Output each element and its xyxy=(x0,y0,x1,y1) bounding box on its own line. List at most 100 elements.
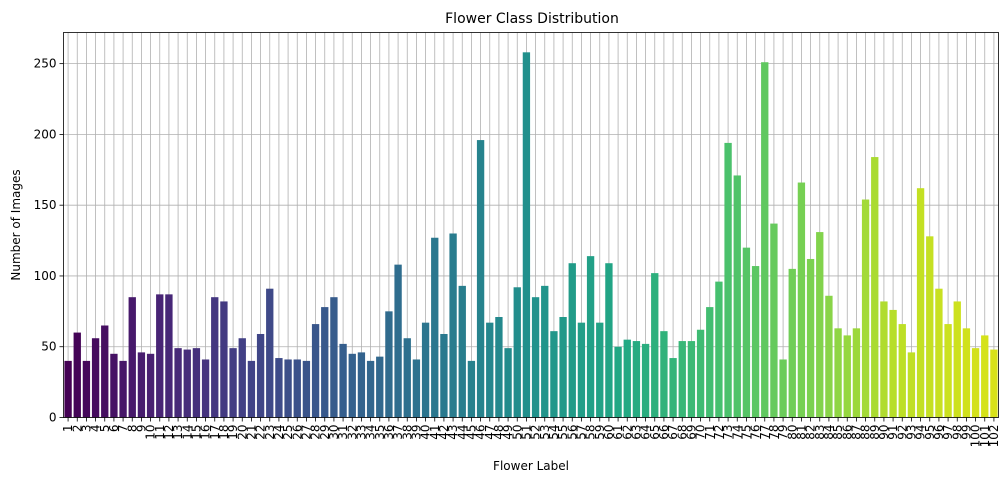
x-tick-label: 27 xyxy=(299,425,313,440)
x-tick-label: 50 xyxy=(510,425,524,440)
y-tick-label: 200 xyxy=(34,127,57,141)
bar-58 xyxy=(586,256,595,418)
bar-50 xyxy=(513,287,521,418)
bar-1 xyxy=(64,360,72,418)
bar-2 xyxy=(73,332,81,418)
x-tick-label: 92 xyxy=(895,425,909,440)
x-tick-label: 80 xyxy=(785,425,799,440)
x-tick-label: 34 xyxy=(364,425,378,440)
bar-92 xyxy=(898,324,906,418)
bar-98 xyxy=(953,301,961,418)
bar-56 xyxy=(568,263,576,418)
bar-3 xyxy=(82,360,91,418)
x-tick-label: 42 xyxy=(437,425,451,440)
x-tick-label: 41 xyxy=(428,425,442,440)
bar-88 xyxy=(861,199,870,418)
bar-51 xyxy=(522,52,531,418)
x-tick-label: 74 xyxy=(730,425,744,440)
bar-71 xyxy=(706,307,714,418)
bar-47 xyxy=(486,322,494,418)
y-tick-label: 50 xyxy=(41,340,56,354)
bar-95 xyxy=(926,236,934,418)
bar-53 xyxy=(541,285,549,418)
bar-46 xyxy=(476,140,485,418)
bar-27 xyxy=(302,360,311,418)
x-tick-label: 16 xyxy=(199,425,213,440)
y-ticks: 0 50 100 150 200 250 xyxy=(34,57,64,425)
x-tick-label: 63 xyxy=(629,425,643,440)
x-tick-label: 21 xyxy=(244,425,258,440)
x-ticks: 1234567891011121314151617181920212223242… xyxy=(61,417,1001,448)
bar-52 xyxy=(531,297,540,418)
bar-49 xyxy=(504,348,512,418)
x-tick-label: 97 xyxy=(941,425,955,440)
bar-15 xyxy=(192,348,201,418)
x-tick-label: 83 xyxy=(813,425,827,440)
x-tick-label: 78 xyxy=(767,425,781,440)
x-tick-label: 6 xyxy=(107,425,121,433)
bar-85 xyxy=(834,328,842,418)
bar-55 xyxy=(559,317,567,418)
bar-19 xyxy=(229,348,237,418)
x-tick-label: 79 xyxy=(776,425,790,440)
bar-83 xyxy=(816,232,824,418)
bar-30 xyxy=(330,297,338,418)
x-tick-label: 70 xyxy=(694,425,708,440)
x-tick-label: 58 xyxy=(584,425,598,440)
x-tick-label: 51 xyxy=(519,425,533,440)
x-tick-label: 91 xyxy=(886,425,900,440)
x-tick-label: 49 xyxy=(501,425,515,440)
x-tick-label: 39 xyxy=(409,425,423,440)
bar-34 xyxy=(366,360,375,418)
x-tick-label: 84 xyxy=(822,425,836,440)
bar-67 xyxy=(669,358,677,418)
bar-29 xyxy=(321,307,329,418)
bar-80 xyxy=(788,268,796,418)
x-tick-label: 56 xyxy=(565,425,579,440)
x-tick-label: 87 xyxy=(849,425,863,440)
x-tick-label: 100 xyxy=(969,425,983,448)
bar-79 xyxy=(779,359,787,418)
bar-100 xyxy=(971,348,980,418)
y-tick-label: 0 xyxy=(49,411,57,425)
x-tick-label: 68 xyxy=(675,425,689,440)
x-tick-label: 94 xyxy=(914,425,928,440)
y-tick-label: 150 xyxy=(34,198,57,212)
x-tick-label: 37 xyxy=(391,425,405,440)
bar-66 xyxy=(660,331,668,418)
bar-14 xyxy=(183,349,191,418)
x-tick-label: 47 xyxy=(483,425,497,440)
x-tick-label: 69 xyxy=(684,425,698,440)
bar-11 xyxy=(156,294,164,418)
x-tick-label: 1 xyxy=(61,425,75,433)
x-tick-label: 62 xyxy=(620,425,634,440)
x-tick-label: 61 xyxy=(611,425,625,440)
x-tick-label: 86 xyxy=(840,425,854,440)
x-axis-label: Flower Label xyxy=(493,459,569,473)
bar-54 xyxy=(550,331,558,418)
x-tick-label: 82 xyxy=(804,425,818,440)
x-tick-label: 66 xyxy=(657,425,671,440)
x-tick-label: 89 xyxy=(868,425,882,440)
bar-91 xyxy=(889,309,897,418)
bar-89 xyxy=(871,157,879,418)
x-tick-label: 73 xyxy=(721,425,735,440)
x-tick-label: 88 xyxy=(859,425,873,440)
x-tick-label: 23 xyxy=(263,425,277,440)
bar-93 xyxy=(907,352,916,418)
x-tick-label: 60 xyxy=(602,425,616,440)
bar-44 xyxy=(458,285,466,418)
bar-32 xyxy=(348,353,356,418)
x-tick-label: 52 xyxy=(529,425,543,440)
x-tick-label: 4 xyxy=(89,425,103,433)
x-tick-label: 11 xyxy=(153,425,167,440)
bar-90 xyxy=(880,301,888,418)
bar-26 xyxy=(293,359,301,418)
bar-8 xyxy=(128,297,136,418)
bar-62 xyxy=(623,339,631,418)
x-tick-label: 96 xyxy=(932,425,946,440)
y-tick-label: 250 xyxy=(34,57,57,71)
x-tick-label: 44 xyxy=(455,425,469,440)
bar-87 xyxy=(852,328,861,418)
